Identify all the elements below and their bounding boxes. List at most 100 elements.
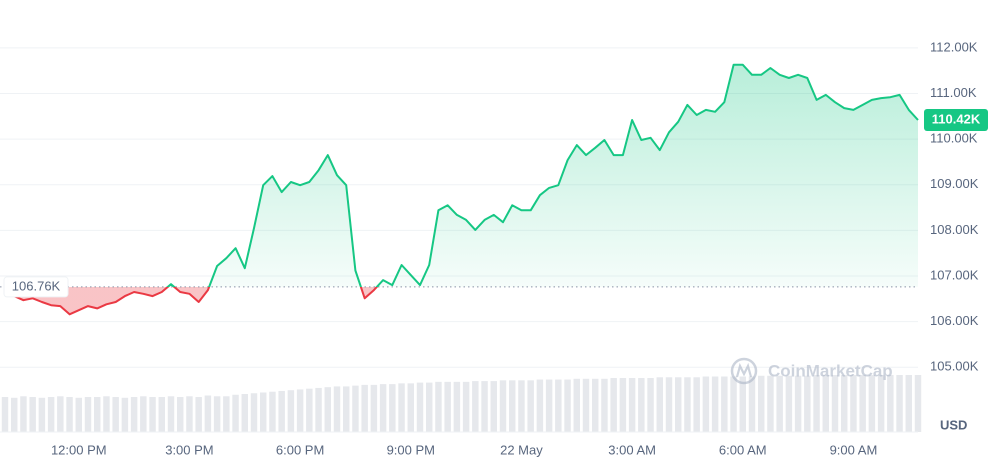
volume-bar — [610, 378, 617, 432]
volume-bar — [1, 397, 9, 432]
volume-bar — [20, 396, 27, 432]
volume-bars — [1, 375, 922, 432]
volume-bar — [379, 384, 387, 432]
volume-bar — [66, 397, 73, 432]
volume-bar — [914, 375, 922, 432]
volume-bar — [213, 396, 221, 432]
volume-bar — [905, 375, 913, 432]
baseline-label: 106.76K — [12, 278, 61, 293]
volume-bar — [10, 397, 18, 432]
x-tick-label: 3:00 AM — [608, 442, 656, 457]
volume-bar — [130, 397, 138, 432]
volume-bar — [767, 375, 774, 432]
volume-bar — [545, 379, 553, 432]
volume-bar — [638, 378, 645, 432]
volume-bar — [822, 375, 830, 432]
volume-bar — [582, 378, 590, 432]
volume-bar — [665, 377, 673, 432]
volume-bar — [444, 381, 451, 432]
volume-bar — [721, 376, 728, 432]
watermark-logo — [730, 357, 758, 385]
volume-bar — [591, 378, 599, 432]
volume-bar — [75, 397, 83, 432]
volume-bar — [416, 382, 424, 432]
volume-bar — [186, 396, 193, 432]
last-price-box — [924, 108, 988, 131]
baseline-label-box — [3, 276, 69, 298]
x-tick-label: 22 May — [500, 442, 543, 457]
labels: 105.00K 106.00K 107.00K 108.00K 109.00K 110.0… — [3, 39, 988, 457]
price-area — [5, 64, 918, 315]
volume-bar — [776, 375, 783, 432]
y-tick-label: 109.00K — [930, 176, 979, 191]
y-tick-label: 107.00K — [930, 267, 979, 282]
volume-bar — [518, 380, 525, 432]
x-tick-label: 6:00 AM — [719, 442, 767, 457]
volume-bar — [573, 378, 581, 432]
volume-bar — [121, 397, 129, 432]
volume-bar — [93, 397, 101, 432]
watermark-logo — [735, 362, 753, 378]
volume-bar — [684, 377, 691, 432]
volume-bar — [176, 397, 184, 432]
volume-bar — [296, 389, 304, 432]
volume-bar — [407, 383, 415, 432]
volume-bar — [167, 396, 175, 432]
volume-bar — [739, 376, 747, 432]
volume-bar — [481, 381, 488, 432]
y-tick-label: 111.00K — [930, 85, 977, 100]
volume-bar — [103, 396, 110, 432]
x-tick-label: 9:00 AM — [830, 442, 878, 457]
volume-bar — [757, 375, 765, 432]
volume-bar — [674, 377, 682, 432]
volume-bar — [499, 380, 507, 432]
volume-bar — [195, 397, 202, 432]
volume-bar — [748, 376, 756, 432]
y-tick-label: 110.00K — [930, 131, 978, 146]
volume-bar — [342, 386, 350, 432]
volume-bar — [536, 379, 544, 432]
volume-bar — [84, 397, 92, 432]
volume-bar — [324, 387, 332, 432]
volume-bar — [564, 379, 571, 432]
volume-bar — [370, 384, 378, 432]
volume-bar — [785, 375, 793, 432]
volume-bar — [112, 397, 119, 432]
volume-bar — [57, 396, 64, 432]
y-tick-label: 105.00K — [930, 359, 979, 374]
volume-bar — [730, 376, 737, 432]
volume-bar — [508, 380, 516, 432]
volume-bar — [868, 375, 876, 432]
watermark: CoinMarketCap — [730, 357, 893, 385]
volume-bar — [877, 375, 885, 432]
volume-bar — [287, 390, 295, 432]
price-line — [4, 63, 919, 316]
volume-bar — [896, 375, 903, 432]
volume-bar — [269, 391, 276, 432]
volume-bar — [425, 382, 433, 432]
volume-bar — [306, 388, 313, 432]
volume-bar — [702, 376, 710, 432]
volume-bar — [804, 375, 811, 432]
y-tick-label: 108.00K — [930, 222, 979, 237]
volume-bar — [887, 375, 894, 432]
x-tick-label: 12:00 PM — [51, 442, 107, 457]
volume-bar — [250, 393, 258, 432]
x-tick-label: 3:00 PM — [165, 442, 213, 457]
volume-bar — [813, 375, 820, 432]
volume-bar — [656, 377, 664, 432]
volume-bar — [850, 375, 857, 432]
volume-bar — [527, 380, 534, 432]
volume-bar — [711, 376, 719, 432]
volume-bar — [619, 378, 627, 432]
y-unit: USD — [940, 417, 967, 432]
volume-bar — [259, 392, 267, 432]
volume-bar — [352, 385, 359, 432]
volume-bar — [794, 375, 802, 432]
y-tick-label: 112.00K — [930, 39, 978, 54]
volume-bar — [628, 378, 636, 432]
x-tick-label: 9:00 PM — [387, 442, 435, 457]
volume-bar — [435, 381, 442, 432]
